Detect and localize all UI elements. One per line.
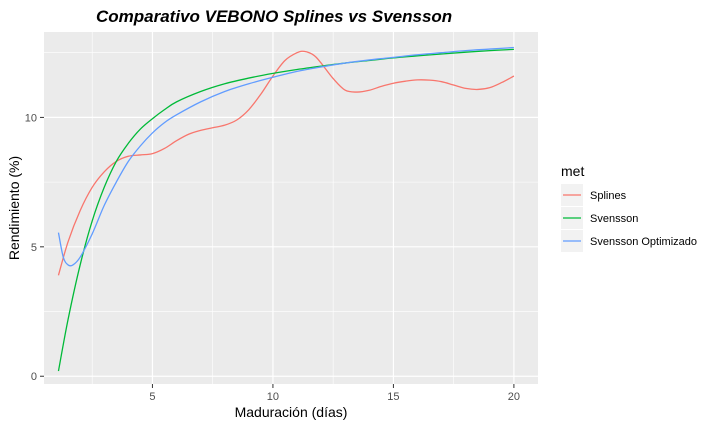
legend: met Splines Svensson Svensson Optimizado	[561, 163, 697, 252]
legend-items: Splines Svensson Svensson Optimizado	[561, 184, 697, 252]
y-tick-label: 0	[31, 371, 37, 383]
legend-label-splines: Splines	[590, 190, 627, 202]
x-tick-label: 5	[149, 391, 155, 403]
x-axis-title: Maduración (días)	[235, 404, 348, 420]
y-axis: 0 5 10	[25, 112, 44, 383]
x-tick-label: 15	[387, 391, 399, 403]
series-line-splines	[57, 50, 515, 276]
y-tick-label: 5	[31, 242, 37, 254]
series-line-svensson	[57, 48, 514, 372]
grid-major	[44, 32, 538, 384]
y-tick-label: 10	[25, 112, 37, 124]
legend-label-svensson: Svensson	[590, 213, 638, 225]
series-line-svensson-optimizado	[57, 46, 514, 267]
x-tick-label: 10	[267, 391, 279, 403]
series-layer	[57, 46, 515, 372]
legend-title: met	[561, 163, 584, 179]
legend-label-svensson-optimizado: Svensson Optimizado	[590, 236, 697, 248]
x-tick-label: 20	[508, 391, 520, 403]
grid-minor	[44, 32, 538, 384]
y-axis-title: Rendimiento (%)	[6, 156, 22, 260]
plot-panel	[44, 32, 538, 384]
chart-title: Comparativo VEBONO Splines vs Svensson	[96, 7, 452, 26]
x-axis: 5 10 15 20	[149, 384, 520, 403]
